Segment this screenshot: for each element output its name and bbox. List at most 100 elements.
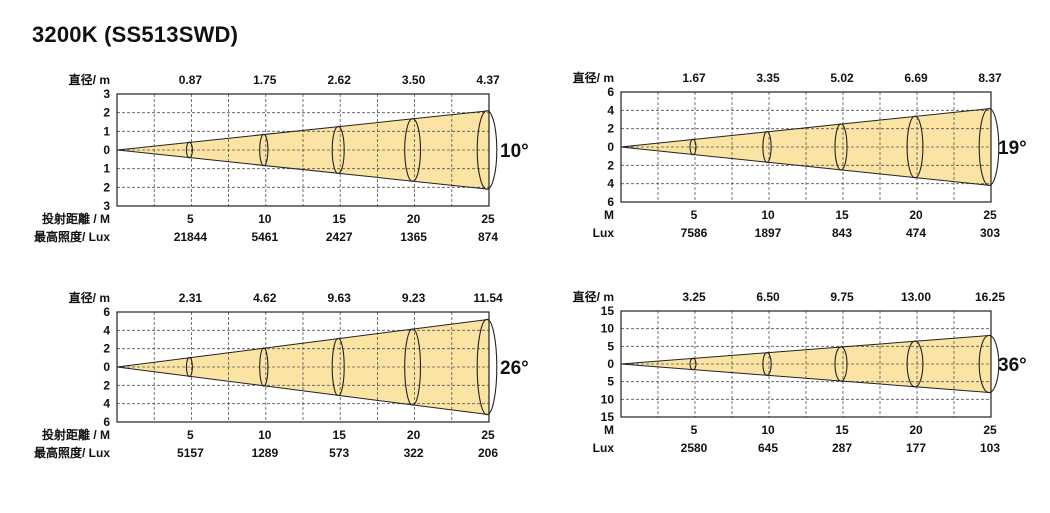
y-tick-label: 2 [103, 106, 110, 120]
distance-value: 20 [909, 423, 923, 437]
lux-value: 177 [906, 441, 926, 455]
lux-label: Lux [593, 226, 615, 240]
beam-edge-bottom [620, 146, 992, 186]
lux-value: 7586 [681, 226, 708, 240]
lux-value: 843 [832, 226, 852, 240]
lux-label: 最高照度/ Lux [34, 445, 110, 460]
diameter-value: 9.75 [830, 290, 854, 304]
diameter-value: 9.63 [328, 291, 352, 305]
y-tick-label: 0 [103, 143, 110, 157]
diameter-value: 3.50 [402, 73, 426, 87]
y-tick-label: 2 [607, 158, 614, 172]
diameter-value: 0.87 [179, 73, 203, 87]
beam-section-ellipse [331, 337, 345, 397]
y-tick-label: 10 [601, 322, 615, 336]
distance-value: 25 [481, 428, 495, 442]
y-tick-label: 5 [607, 339, 614, 353]
diameter-value: 1.75 [253, 73, 277, 87]
y-tick-label: 2 [607, 122, 614, 136]
beam-edge-top [620, 108, 992, 148]
y-tick-label: 6 [103, 305, 110, 319]
lux-value: 206 [478, 446, 498, 460]
distance-value: 10 [761, 208, 775, 222]
diameter-label: 直径/ m [69, 290, 110, 305]
lux-value: 645 [758, 441, 778, 455]
beam-edge-bottom [116, 149, 490, 190]
y-tick-label: 2 [103, 378, 110, 392]
lux-label: 最高照度/ Lux [34, 229, 110, 244]
y-tick-label: 1 [103, 124, 110, 138]
distance-label: 投射距離 / M [42, 211, 110, 226]
diameter-value: 4.62 [253, 291, 277, 305]
beam-section-ellipse [331, 125, 345, 175]
lux-value: 303 [980, 226, 1000, 240]
beam-section-ellipse [906, 115, 924, 179]
y-tick-label: 10 [601, 392, 615, 406]
beam-angle-label: 19° [998, 138, 1027, 159]
beam-section-ellipse [689, 138, 697, 156]
y-tick-label: 6 [103, 415, 110, 429]
distance-value: 25 [481, 212, 495, 226]
distance-value: 25 [983, 423, 997, 437]
diameter-value: 4.37 [476, 73, 500, 87]
beam-section-ellipse [834, 346, 848, 382]
distance-value: 15 [835, 423, 849, 437]
y-tick-label: 0 [607, 357, 614, 371]
beam-angle-label: 10° [500, 141, 529, 162]
y-tick-label: 2 [103, 180, 110, 194]
lux-value: 874 [478, 230, 498, 244]
beam-edge-bottom [116, 366, 490, 416]
y-tick-label: 3 [103, 199, 110, 213]
y-tick-label: 4 [607, 177, 614, 191]
y-tick-label: 4 [103, 397, 110, 411]
y-tick-label: 5 [607, 375, 614, 389]
y-tick-label: 15 [601, 304, 615, 318]
diameter-value: 6.69 [904, 71, 928, 85]
y-tick-label: 6 [607, 85, 614, 99]
diameter-label: 直径/ m [573, 289, 614, 304]
distance-value: 5 [187, 428, 194, 442]
diameter-value: 6.50 [756, 290, 780, 304]
lux-value: 103 [980, 441, 1000, 455]
diameter-value: 2.62 [328, 73, 352, 87]
diameter-value: 3.25 [682, 290, 706, 304]
distance-value: 10 [761, 423, 775, 437]
beam-section-ellipse [476, 318, 498, 416]
beam-angle-label: 26° [500, 358, 529, 379]
y-tick-label: 6 [607, 195, 614, 209]
diameter-value: 2.31 [179, 291, 203, 305]
lux-label: Lux [593, 441, 615, 455]
beam-section-ellipse [259, 133, 269, 167]
grid-lines [621, 92, 991, 202]
beam-section-ellipse [404, 328, 422, 406]
lux-value: 1289 [251, 446, 278, 460]
y-tick-label: 4 [103, 323, 110, 337]
distance-value: 5 [187, 212, 194, 226]
beam-section-ellipse [762, 131, 772, 163]
y-tick-label: 15 [601, 410, 615, 424]
beam-section-ellipse [185, 356, 193, 378]
diameter-value: 11.54 [473, 291, 503, 305]
y-tick-label: 0 [607, 140, 614, 154]
diameter-value: 1.67 [682, 71, 706, 85]
distance-value: 10 [258, 428, 272, 442]
lux-value: 474 [906, 226, 926, 240]
distance-value: 20 [909, 208, 923, 222]
beam-section-ellipse [978, 334, 1000, 394]
diameter-value: 8.37 [978, 71, 1002, 85]
distance-value: 15 [333, 428, 347, 442]
page-title: 3200K (SS513SWD) [32, 22, 239, 47]
y-tick-label: 0 [103, 360, 110, 374]
beam-section-ellipse [906, 340, 924, 388]
lux-value: 287 [832, 441, 852, 455]
lux-value: 5461 [251, 230, 278, 244]
distance-value: 5 [691, 423, 698, 437]
diameter-value: 13.00 [901, 290, 931, 304]
beam-section-ellipse [978, 107, 1000, 187]
lux-value: 2580 [681, 441, 708, 455]
beam-edge-bottom [620, 363, 992, 394]
beam-angle-label: 36° [998, 355, 1027, 376]
